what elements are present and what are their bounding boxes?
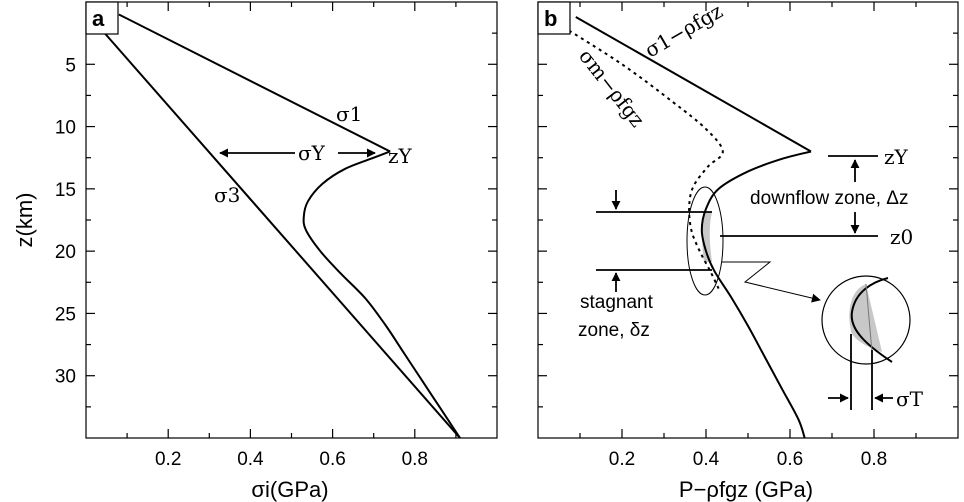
- magnify-ellipse: [686, 186, 724, 296]
- sigma-t-label: σT: [896, 387, 924, 411]
- panel-a-y-tick-labels: 5 10 15 20 25 30: [55, 55, 76, 387]
- x-tick-label: 0.6: [319, 449, 345, 470]
- panel-b-x-axis-title: P−ρfgz (GPa): [679, 477, 813, 502]
- panel-b-series: [562, 16, 812, 438]
- panel-a-x-axis-title: σi(GPa): [251, 477, 328, 502]
- panel-a-letter-box: [85, 1, 119, 35]
- z-y-label: zY: [388, 144, 413, 168]
- x-tick-label: 0.6: [777, 449, 803, 470]
- x-tick-label: 0.8: [861, 449, 887, 470]
- panel-a-y-ticks: [86, 32, 497, 408]
- series-line-b-0: [575, 16, 812, 153]
- z-y-label-b: zY: [884, 145, 909, 169]
- panel-b-letter: b: [544, 6, 557, 31]
- sigma-3-label: σ3: [214, 183, 240, 207]
- panel-a-x-ticks: [126, 2, 457, 438]
- x-tick-label: 0.2: [155, 449, 181, 470]
- panel-a-y-axis-title: z(km): [12, 193, 37, 248]
- y-tick-label: 20: [55, 242, 76, 263]
- x-tick-label: 0.4: [237, 449, 264, 470]
- panel-a-x-tick-labels: 0.2 0.4 0.6 0.8: [155, 449, 428, 470]
- series-line-a-2: [302, 150, 461, 438]
- x-tick-label: 0.4: [693, 449, 720, 470]
- sigma-1-minus-rho-label: σ1−ρfgz: [641, 0, 727, 62]
- z-0-label: z0: [890, 225, 913, 249]
- panel-b: 0.2 0.4 0.6 0.8 σT σ1−ρfgz σm−ρfgz zY: [537, 0, 959, 502]
- panel-a-letter: a: [92, 6, 105, 31]
- panel-a-series: [101, 13, 461, 438]
- y-tick-label: 5: [65, 55, 76, 76]
- series-line-b-1: [700, 150, 812, 438]
- panel-b-letter-box: [537, 1, 571, 35]
- y-tick-label: 10: [55, 118, 76, 139]
- sigma-1-label: σ1: [336, 102, 362, 126]
- downflow-zone-label: downflow zone, Δz: [750, 188, 908, 209]
- series-line-a-0: [118, 13, 391, 153]
- panel-a: 0.2 0.4 0.6 0.8 5 10 15 20 25 30 σ1 σY zY σ3 a σ…: [12, 1, 498, 502]
- x-tick-label: 0.2: [609, 449, 635, 470]
- y-tick-label: 25: [55, 304, 76, 325]
- series-line-a-1: [101, 29, 461, 438]
- magnify-shading: [849, 284, 882, 352]
- magnify-thin-line: [865, 283, 873, 353]
- magnify-solid-curve: [850, 277, 893, 363]
- y-tick-label: 15: [55, 180, 76, 201]
- y-tick-label: 30: [55, 367, 76, 388]
- panel-b-x-ticks: [579, 2, 917, 438]
- sigma-y-label: σY: [298, 141, 326, 165]
- panel-a-frame: [85, 1, 498, 439]
- x-tick-label: 0.8: [402, 449, 428, 470]
- panel-b-x-tick-labels: 0.2 0.4 0.6 0.8: [609, 449, 887, 470]
- series-line-b-2: [562, 26, 724, 289]
- zigzag-pointer: [722, 261, 821, 303]
- stagnant-label-1: stagnant: [580, 292, 654, 313]
- stagnant-label-2: zone, δz: [578, 320, 650, 341]
